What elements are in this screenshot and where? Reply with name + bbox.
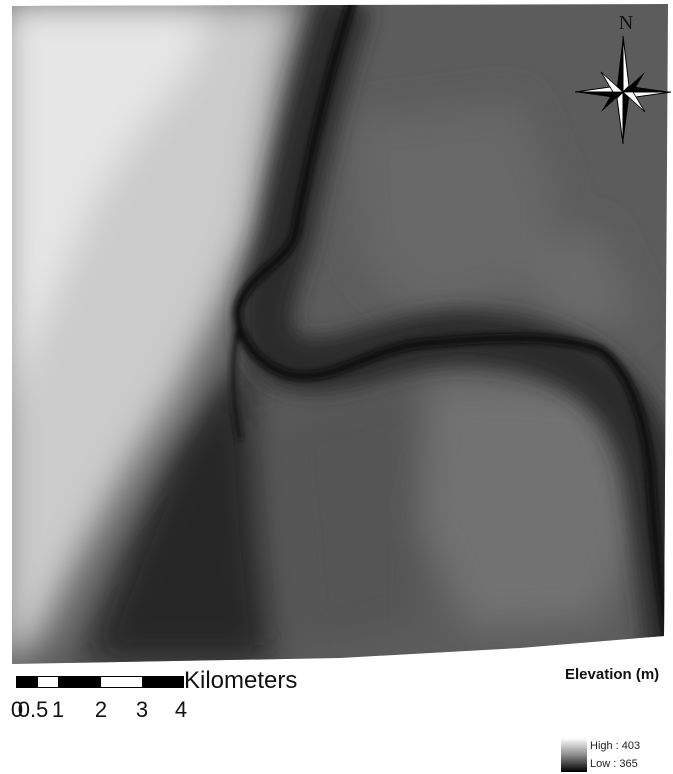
- scale-segment: [100, 676, 143, 688]
- legend-low-label: Low : 365: [590, 758, 638, 770]
- scale-unit-label: Kilometers: [184, 667, 298, 694]
- legend-high-label: High : 403: [590, 740, 641, 752]
- scale-segment: [16, 676, 38, 688]
- scale-bar: [16, 676, 184, 688]
- scale-tick-label: 0: [10, 697, 24, 722]
- scale-tick-label: 1: [51, 697, 65, 722]
- elevation-raster: [12, 4, 668, 664]
- compass-rose-icon: [574, 36, 672, 145]
- scale-segment: [142, 676, 184, 688]
- scale-tick-label: 0.5: [17, 697, 49, 722]
- legend-title: Elevation (m): [565, 666, 660, 683]
- scale-segment: [37, 676, 59, 688]
- elevation-map: [12, 4, 668, 664]
- scale-tick-label: 4: [174, 697, 188, 722]
- scale-tick-label: 2: [94, 697, 108, 722]
- north-label: N: [618, 12, 634, 34]
- scale-segment: [58, 676, 101, 688]
- legend-color-ramp: [561, 738, 587, 772]
- scale-tick-label: 3: [135, 697, 149, 722]
